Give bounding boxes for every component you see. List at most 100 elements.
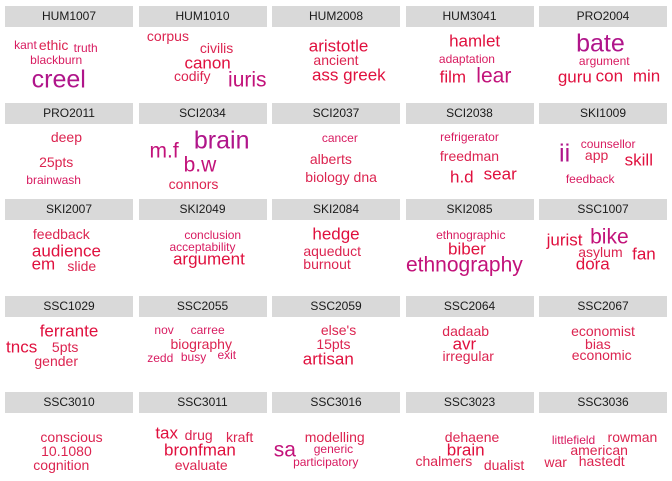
word-label: tax: [155, 423, 178, 443]
word-label: exit: [217, 348, 237, 363]
facet-strip-label: PRO2011: [5, 102, 133, 124]
word-label: iuris: [228, 68, 267, 92]
facet-panel: SSC2059 else's 15pts artisan: [272, 295, 400, 385]
facet-panel: HUM3041 hamlet adaptation film lear: [405, 6, 534, 95]
facet-strip-label: SSC2055: [138, 295, 267, 317]
facet-strip-label: HUM1010: [138, 6, 267, 27]
facet-strip-label: SSC1007: [539, 199, 667, 220]
facet-panel: SKI2049 conclusion acceptability argument: [138, 199, 267, 288]
word-label: ethnography: [405, 253, 523, 277]
word-label: hamlet: [449, 31, 501, 51]
facet-strip-label: PRO2004: [539, 6, 667, 27]
word-label: counsellor: [580, 136, 636, 151]
word-label: kraft: [225, 428, 254, 445]
word-label: modelling: [304, 428, 365, 445]
word-label: artisan: [302, 349, 354, 369]
word-label: generic: [313, 442, 354, 457]
word-label: min: [632, 66, 661, 86]
word-label: zedd: [147, 350, 174, 365]
word-label: lear: [476, 64, 512, 88]
word-label: american: [570, 442, 628, 459]
facet-panel: SSC2067 economist bias economic: [539, 295, 667, 385]
word-label: brainwash: [26, 172, 81, 187]
word-label: bias: [585, 335, 611, 352]
facet-strip-label: SSC3011: [138, 392, 267, 413]
word-label: skill: [624, 150, 653, 170]
word-label: 10.1080: [41, 443, 92, 460]
facet-strip-label: SCI2034: [138, 102, 267, 124]
word-label: feedback: [32, 225, 90, 242]
word-label: biography: [170, 335, 232, 352]
facet-panel: SSC3023 dehaene brain chalmers dualist: [405, 392, 534, 481]
word-label: em: [31, 254, 56, 274]
word-label: argument: [578, 54, 630, 68]
word-label: canon: [184, 53, 231, 73]
word-label: slide: [67, 257, 97, 274]
word-label: creel: [31, 65, 86, 94]
facet-panel: SSC2055 nov carree biography zedd busy exit: [138, 295, 267, 385]
word-label: bate: [576, 29, 625, 58]
word-label: refrigerator: [440, 130, 499, 145]
word-label: alberts: [309, 150, 352, 167]
word-label: bike: [590, 225, 629, 249]
word-label: avr: [452, 334, 477, 354]
word-label: ass greek: [311, 65, 386, 85]
word-label: sa: [273, 438, 296, 462]
word-label: asylum: [578, 243, 623, 260]
word-label: chalmers: [415, 453, 473, 470]
word-label: corpus: [146, 27, 189, 44]
word-label: ethic: [38, 37, 69, 54]
facet-panel: SCI2037 cancer alberts biology dna: [272, 102, 400, 192]
word-label: ferrante: [39, 321, 99, 341]
word-label: deep: [50, 129, 83, 146]
facet-strip-label: SKI2084: [272, 199, 400, 220]
word-label: connors: [168, 176, 219, 193]
word-label: kant: [14, 38, 37, 53]
word-label: irregular: [442, 347, 494, 364]
facet-panel: SSC3016 modelling sa generic participatory: [272, 392, 400, 481]
word-label: sear: [483, 164, 517, 184]
word-label: hedge: [312, 224, 360, 244]
word-label: conscious: [40, 428, 103, 445]
word-label: cognition: [33, 456, 90, 473]
word-label: jurist: [546, 230, 583, 250]
facet-panel: SKI2084 hedge aqueduct burnout: [272, 199, 400, 288]
word-label: argument: [172, 249, 245, 269]
word-label: economic: [571, 346, 632, 363]
facet-strip-label: SSC1029: [5, 295, 133, 317]
word-label: gender: [34, 352, 78, 369]
facet-panel: SSC3036 littlefield rowman american war haste…: [539, 392, 667, 481]
word-label: film: [439, 67, 467, 87]
word-label: brain: [446, 440, 485, 460]
word-label: b.w: [183, 153, 217, 177]
word-label: m.f: [149, 139, 179, 163]
word-label: cancer: [321, 130, 358, 145]
word-label: dehaene: [444, 428, 500, 445]
word-label: app: [584, 147, 609, 164]
word-label: con: [595, 66, 624, 86]
word-label: adaptation: [438, 51, 495, 66]
word-label: ethnographic: [436, 227, 506, 242]
facet-strip-label: HUM2008: [272, 6, 400, 27]
word-label: 25pts: [39, 153, 74, 170]
facet-panel: SKI2085 ethnographic biber ethnography: [405, 199, 534, 288]
word-label: 15pts: [316, 335, 351, 352]
word-label: fan: [632, 244, 656, 264]
facet-strip-label: SKI2085: [405, 199, 534, 220]
word-label: h.d: [449, 167, 474, 187]
word-label: bronfman: [164, 440, 236, 460]
facet-panel: SCI2038 refrigerator freedman h.d sear: [405, 102, 534, 192]
word-label: rowman: [607, 429, 658, 446]
word-label: blackburn: [30, 53, 83, 68]
facet-strip-label: HUM1007: [5, 6, 133, 27]
word-label: truth: [73, 41, 98, 56]
word-label: economist: [571, 322, 635, 339]
word-label: guru: [557, 67, 592, 87]
facet-panel: PRO2011 deep 25pts brainwash: [5, 102, 133, 192]
facet-panel: HUM1010 corpus civilis canon codify iuris: [138, 6, 267, 95]
word-label: brain: [193, 126, 250, 154]
word-label: hastedt: [578, 452, 625, 469]
word-label: dora: [575, 254, 610, 274]
facet-panel: SKI1009 ii counsellor app skill feedback: [539, 102, 667, 192]
